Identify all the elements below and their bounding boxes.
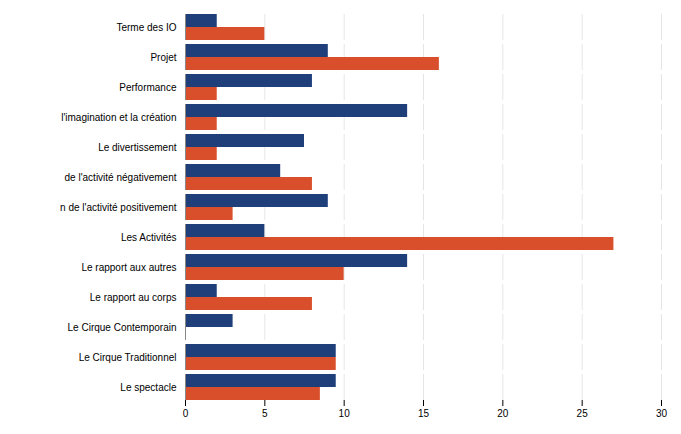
svg-text:Le Cirque Contemporain: Le Cirque Contemporain <box>68 322 177 333</box>
svg-text:20: 20 <box>497 408 509 419</box>
svg-text:de l'activité négativement: de l'activité négativement <box>65 172 177 183</box>
svg-text:Les Activités: Les Activités <box>121 232 177 243</box>
svg-text:Le rapport aux autres: Le rapport aux autres <box>81 262 176 273</box>
svg-text:l'imagination et la création: l'imagination et la création <box>61 112 176 123</box>
svg-text:Performance: Performance <box>119 82 177 93</box>
svg-text:10: 10 <box>339 408 351 419</box>
svg-text:30: 30 <box>656 408 668 419</box>
svg-text:5: 5 <box>262 408 268 419</box>
svg-text:15: 15 <box>418 408 430 419</box>
svg-text:Le Cirque Traditionnel: Le Cirque Traditionnel <box>79 352 177 363</box>
svg-text:Terme des IO: Terme des IO <box>116 22 176 33</box>
svg-text:Le spectacle: Le spectacle <box>120 382 177 393</box>
svg-text:0: 0 <box>183 408 189 419</box>
svg-text:n de l'activité positivement: n de l'activité positivement <box>60 202 177 213</box>
svg-text:Le rapport au corps: Le rapport au corps <box>90 292 177 303</box>
svg-text:25: 25 <box>577 408 589 419</box>
svg-text:Projet: Projet <box>150 52 176 63</box>
svg-text:Le divertissement: Le divertissement <box>98 142 177 153</box>
